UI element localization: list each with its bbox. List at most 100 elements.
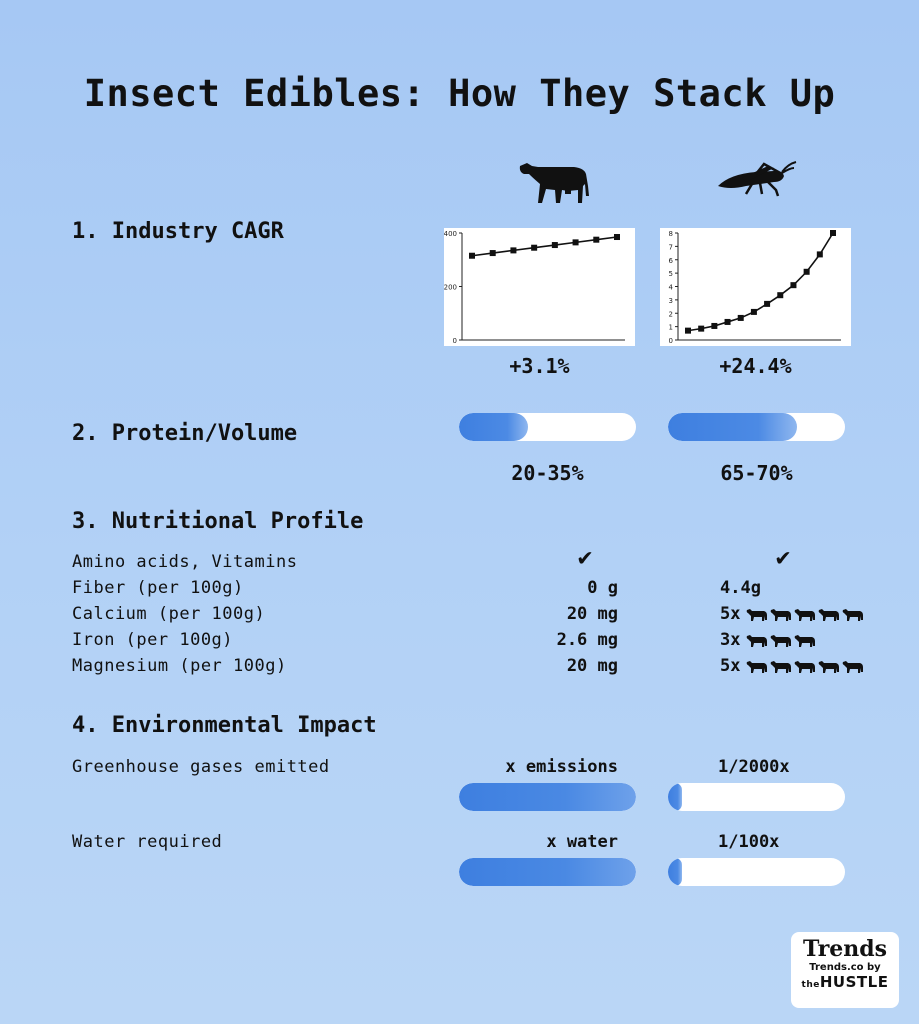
insect-water-value: 1/100x [718, 832, 780, 852]
small-cow-icon [747, 608, 768, 621]
beef-chart-data-point [510, 247, 517, 254]
beef-calcium-value: 20 mg [566, 604, 618, 624]
insect-chart-data-point [737, 314, 744, 321]
logo-brand: theHUSTLE [791, 973, 899, 991]
nutrition-row-label: Magnesium (per 100g) [72, 656, 287, 676]
insect-chart-y-tick-label: 2 [669, 310, 673, 318]
beef-emissions-bar [459, 783, 636, 811]
nutrition-row-label: Iron (per 100g) [72, 630, 234, 650]
section-heading-cagr: 1. Industry CAGR [72, 219, 284, 244]
section-heading-protein: 2. Protein/Volume [72, 421, 298, 446]
beef-magnesium-value: 20 mg [566, 656, 618, 676]
greenhouse-label: Greenhouse gases emitted [72, 757, 330, 777]
beef-chart-data-point [551, 242, 558, 249]
insect-chart-data-point [777, 292, 784, 299]
insect-cagr-chart: 0 1 2 3 4 5 6 7 8 [660, 228, 851, 346]
cow-icon-row [746, 608, 864, 622]
logo-brand-name: HUSTLE [819, 973, 889, 991]
small-cow-icon [771, 634, 792, 647]
beef-water-value: x water [546, 832, 618, 852]
insect-chart-data-point [698, 325, 705, 332]
insect-magnesium-multiplier: 5x [720, 656, 741, 676]
small-cow-icon [843, 608, 864, 621]
insect-protein-value: 65-70% [720, 461, 793, 485]
beef-iron-value: 2.6 mg [556, 630, 618, 650]
beef-emissions-bar-fill [459, 783, 636, 811]
insect-protein-bar-fill [668, 413, 798, 441]
insect-emissions-bar-fill [668, 783, 682, 811]
cow-icon-row [746, 634, 816, 648]
insect-emissions-value: 1/2000x [718, 757, 790, 777]
cow-icon [519, 163, 589, 203]
page-title: Insect Edibles: How They Stack Up [83, 72, 836, 115]
trends-logo: Trends Trends.co by theHUSTLE [791, 932, 899, 1008]
insect-chart-data-point [685, 327, 691, 334]
insect-chart-data-point [816, 251, 823, 258]
small-cow-icon [747, 634, 768, 647]
insect-calcium-value: 5x [720, 604, 864, 624]
beef-chart-data-point [572, 239, 579, 246]
beef-cagr-value: +3.1% [509, 354, 570, 378]
beef-chart-data-point [614, 234, 620, 241]
insect-chart-data-point [724, 318, 731, 325]
insect-chart-y-tick-label: 6 [669, 257, 674, 265]
beef-water-bar-fill [459, 858, 636, 886]
beef-chart-data-point [593, 236, 600, 243]
beef-chart-data-point [489, 250, 496, 257]
insect-chart-y-tick-label: 5 [669, 270, 673, 278]
small-cow-icon [795, 660, 816, 673]
small-cow-icon [747, 660, 768, 673]
small-cow-icon [795, 608, 816, 621]
cow-icon-row [746, 660, 864, 674]
nutrition-row-label: Amino acids, Vitamins [72, 552, 298, 572]
small-cow-icon [771, 660, 792, 673]
insect-chart-y-tick-label: 0 [669, 337, 673, 345]
insect-chart-y-tick-label: 4 [669, 284, 674, 292]
insect-chart-y-tick-label: 8 [669, 230, 673, 238]
water-label: Water required [72, 832, 223, 852]
insect-protein-bar [668, 413, 845, 441]
section-heading-environment: 4. Environmental Impact [72, 713, 377, 738]
logo-brand-prefix: the [801, 980, 820, 990]
beef-protein-value: 20-35% [511, 461, 584, 485]
insect-fiber-value: 4.4g [720, 578, 761, 598]
small-cow-icon [843, 660, 864, 673]
beef-chart-y-tick-label: 0 [453, 337, 457, 345]
beef-water-bar [459, 858, 636, 886]
insect-chart-y-tick-label: 1 [669, 324, 673, 332]
beef-protein-bar [459, 413, 636, 441]
nutrition-row-label: Calcium (per 100g) [72, 604, 266, 624]
insect-iron-multiplier: 3x [720, 630, 741, 650]
beef-emissions-value: x emissions [505, 757, 618, 777]
insect-chart-y-tick-label: 7 [669, 243, 673, 251]
insect-chart-data-point [830, 230, 836, 236]
insect-chart-data-point [803, 268, 810, 275]
insect-chart-data-point [764, 300, 771, 307]
beef-cagr-chart: 0 200 400 [444, 228, 635, 346]
small-cow-icon [819, 660, 840, 673]
insect-magnesium-value: 5x [720, 656, 864, 676]
insect-water-bar [668, 858, 845, 886]
beef-protein-bar-fill [459, 413, 529, 441]
small-cow-icon [819, 608, 840, 621]
insect-emissions-bar [668, 783, 845, 811]
nutrition-row-label: Fiber (per 100g) [72, 578, 244, 598]
small-cow-icon [795, 634, 816, 647]
beef-chart-data-point [469, 252, 475, 259]
insect-iron-value: 3x [720, 630, 816, 650]
insect-chart-data-point [711, 322, 718, 329]
insect-chart-y-tick-label: 3 [669, 297, 673, 305]
logo-name: Trends [802, 936, 888, 962]
insect-cagr-value: +24.4% [719, 354, 792, 378]
beef-chart-series-line [471, 236, 618, 257]
beef-fiber-value: 0 g [587, 578, 618, 598]
insect-checkmark-icon: ✔ [775, 543, 791, 571]
small-cow-icon [771, 608, 792, 621]
beef-chart-y-tick-label: 400 [444, 230, 457, 238]
insect-chart-data-point [790, 282, 797, 289]
beef-chart-data-point [531, 244, 538, 251]
beef-chart-y-tick-label: 200 [444, 284, 457, 292]
logo-url: Trends.co by [809, 962, 881, 973]
insect-chart-series-line [687, 232, 834, 332]
grasshopper-icon [718, 161, 797, 197]
